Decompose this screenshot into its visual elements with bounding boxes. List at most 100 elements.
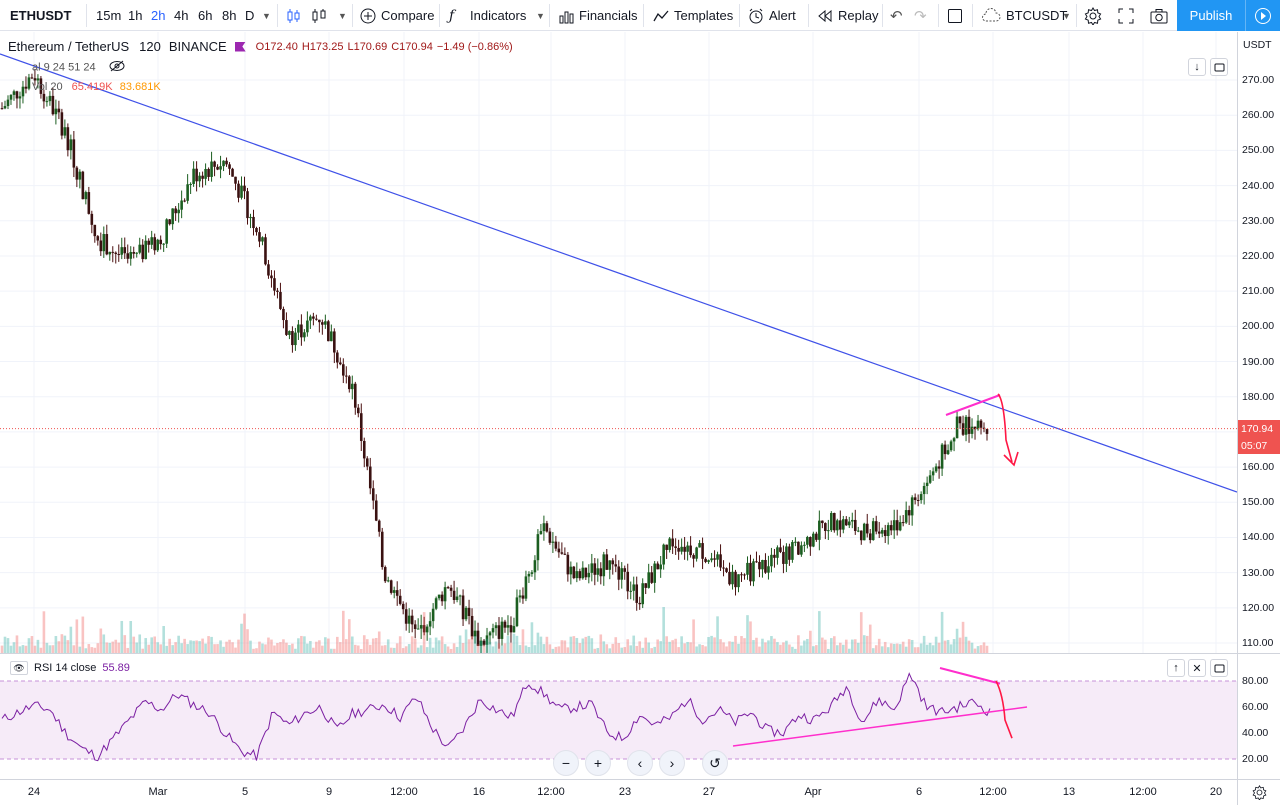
rsi-maximize-icon[interactable] bbox=[1210, 659, 1228, 677]
camera-icon[interactable] bbox=[1150, 0, 1173, 31]
interval-4h[interactable]: 4h bbox=[174, 8, 189, 23]
candle-body bbox=[261, 237, 264, 242]
rsi-collapse-icon[interactable]: 👁 bbox=[10, 661, 28, 675]
layout-name-button[interactable]: BTCUSDT bbox=[981, 0, 1067, 31]
interval-8h[interactable]: 8h bbox=[222, 8, 237, 23]
candle-body bbox=[201, 175, 204, 179]
eye-hidden-icon[interactable] bbox=[109, 60, 125, 75]
time-tick-label: 12:00 bbox=[979, 786, 1007, 798]
interval-dropdown-chevron-icon[interactable]: ▼ bbox=[262, 10, 271, 21]
chart-type-chevron-icon[interactable]: ▼ bbox=[338, 10, 347, 21]
interval-2h[interactable]: 2h bbox=[151, 8, 166, 23]
pane-down-arrow-icon[interactable]: ↓ bbox=[1188, 58, 1206, 76]
volume-bar bbox=[686, 641, 689, 653]
candle-body bbox=[979, 420, 983, 428]
volume-bar bbox=[165, 645, 168, 653]
rsi-label[interactable]: RSI 14 close bbox=[34, 662, 97, 674]
volume-bar bbox=[345, 639, 348, 653]
publish-menu-icon[interactable] bbox=[1245, 0, 1280, 31]
candle-body bbox=[862, 523, 866, 541]
gear-icon[interactable] bbox=[1084, 0, 1107, 31]
zoom-in-button[interactable]: + bbox=[585, 750, 611, 776]
candle-body bbox=[904, 510, 908, 523]
indicators-button[interactable]: ƒ Indicators bbox=[449, 0, 526, 31]
rsi-support-line bbox=[732, 706, 1028, 747]
publish-button[interactable]: Publish bbox=[1177, 0, 1245, 31]
symbol-search-button[interactable]: ETHUSDT bbox=[10, 8, 72, 23]
price-axis[interactable]: USDT 270.00 260.00 250.00 240.00 230.00 220.0… bbox=[1237, 32, 1280, 779]
volume-legend: Vol 20 65.419K 83.681K bbox=[32, 81, 161, 93]
volume-bar bbox=[494, 641, 498, 653]
volume-bar bbox=[695, 646, 698, 653]
replay-button[interactable]: Replay bbox=[817, 0, 878, 31]
financials-button[interactable]: Financials bbox=[558, 0, 638, 31]
fullscreen-icon[interactable] bbox=[1118, 0, 1139, 31]
volume-bar bbox=[728, 641, 731, 653]
zoom-out-button[interactable]: − bbox=[553, 750, 579, 776]
interval-15m[interactable]: 15m bbox=[96, 8, 122, 23]
candle-body bbox=[437, 594, 441, 599]
interval-d[interactable]: D bbox=[245, 8, 255, 23]
volume-bar bbox=[204, 643, 207, 653]
compare-button[interactable]: Compare bbox=[360, 0, 434, 31]
layout-chevron-icon[interactable]: ▼ bbox=[1062, 10, 1071, 21]
candle-body bbox=[243, 185, 246, 192]
bars-chart-type-icon[interactable] bbox=[311, 0, 332, 31]
rsi-move-up-icon[interactable]: ↑ bbox=[1167, 659, 1185, 677]
time-axis[interactable]: 24 Mar 5 9 12:00 16 12:00 23 27 Apr 6 12:00 13 12:00 2… bbox=[0, 779, 1237, 805]
candle-body bbox=[90, 213, 94, 225]
candle-body bbox=[575, 571, 579, 579]
volume-bar bbox=[51, 645, 55, 653]
volume-bar bbox=[195, 640, 198, 653]
alert-button[interactable]: Alert bbox=[748, 0, 796, 31]
volume-bar bbox=[704, 646, 707, 653]
rsi-chart-svg[interactable] bbox=[0, 654, 1237, 779]
candle-body bbox=[234, 176, 237, 184]
layout-square-icon[interactable] bbox=[947, 0, 968, 31]
pane-separator[interactable] bbox=[0, 653, 1280, 654]
time-tick-label: Mar bbox=[148, 786, 168, 798]
indicators-chevron-icon[interactable]: ▼ bbox=[536, 10, 545, 21]
axis-settings-gear-icon[interactable] bbox=[1237, 779, 1280, 805]
volume-bar bbox=[719, 639, 722, 653]
volume-bar bbox=[234, 647, 237, 653]
candle-body bbox=[701, 543, 704, 559]
volume-bar bbox=[315, 641, 318, 653]
time-tick-label: 27 bbox=[702, 786, 716, 798]
candle-body bbox=[464, 607, 468, 620]
volume-bar bbox=[782, 642, 785, 653]
currency-label[interactable]: USDT bbox=[1243, 39, 1272, 51]
volume-bar bbox=[776, 642, 779, 653]
undo-icon[interactable]: ↶ bbox=[890, 7, 903, 25]
candle-body bbox=[81, 171, 85, 200]
volume-bar bbox=[156, 642, 159, 653]
legend-symbol-title[interactable]: Ethereum / TetherUS bbox=[8, 39, 130, 54]
rsi-close-icon[interactable]: ✕ bbox=[1188, 659, 1206, 677]
redo-icon[interactable]: ↷ bbox=[914, 7, 927, 25]
interval-1h[interactable]: 1h bbox=[128, 8, 143, 23]
volume-bar bbox=[189, 640, 192, 653]
price-chart-pane[interactable] bbox=[0, 32, 1237, 653]
volume-bar bbox=[18, 646, 22, 653]
volume-label[interactable]: Vol 20 bbox=[32, 81, 63, 93]
scroll-back-button[interactable]: ‹ bbox=[627, 750, 653, 776]
volume-bar bbox=[60, 634, 64, 653]
candle-body bbox=[105, 234, 109, 255]
volume-bar bbox=[940, 611, 944, 653]
scroll-forward-button[interactable]: › bbox=[659, 750, 685, 776]
time-tick-label: 12:00 bbox=[1129, 786, 1157, 798]
price-chart-svg[interactable] bbox=[0, 32, 1237, 653]
candle-body bbox=[324, 321, 327, 325]
candles-chart-type-icon[interactable] bbox=[285, 0, 306, 31]
volume-bar bbox=[69, 626, 73, 653]
candle-body bbox=[560, 552, 564, 554]
volume-bar bbox=[458, 635, 462, 653]
volume-bar bbox=[339, 642, 342, 653]
rsi-pane[interactable] bbox=[0, 654, 1237, 779]
interval-6h[interactable]: 6h bbox=[198, 8, 213, 23]
templates-button[interactable]: Templates bbox=[653, 0, 733, 31]
pane-maximize-icon[interactable] bbox=[1210, 58, 1228, 76]
candle-body bbox=[213, 161, 216, 167]
volume-bar bbox=[264, 644, 267, 653]
reset-chart-button[interactable]: ↺ bbox=[702, 750, 728, 776]
